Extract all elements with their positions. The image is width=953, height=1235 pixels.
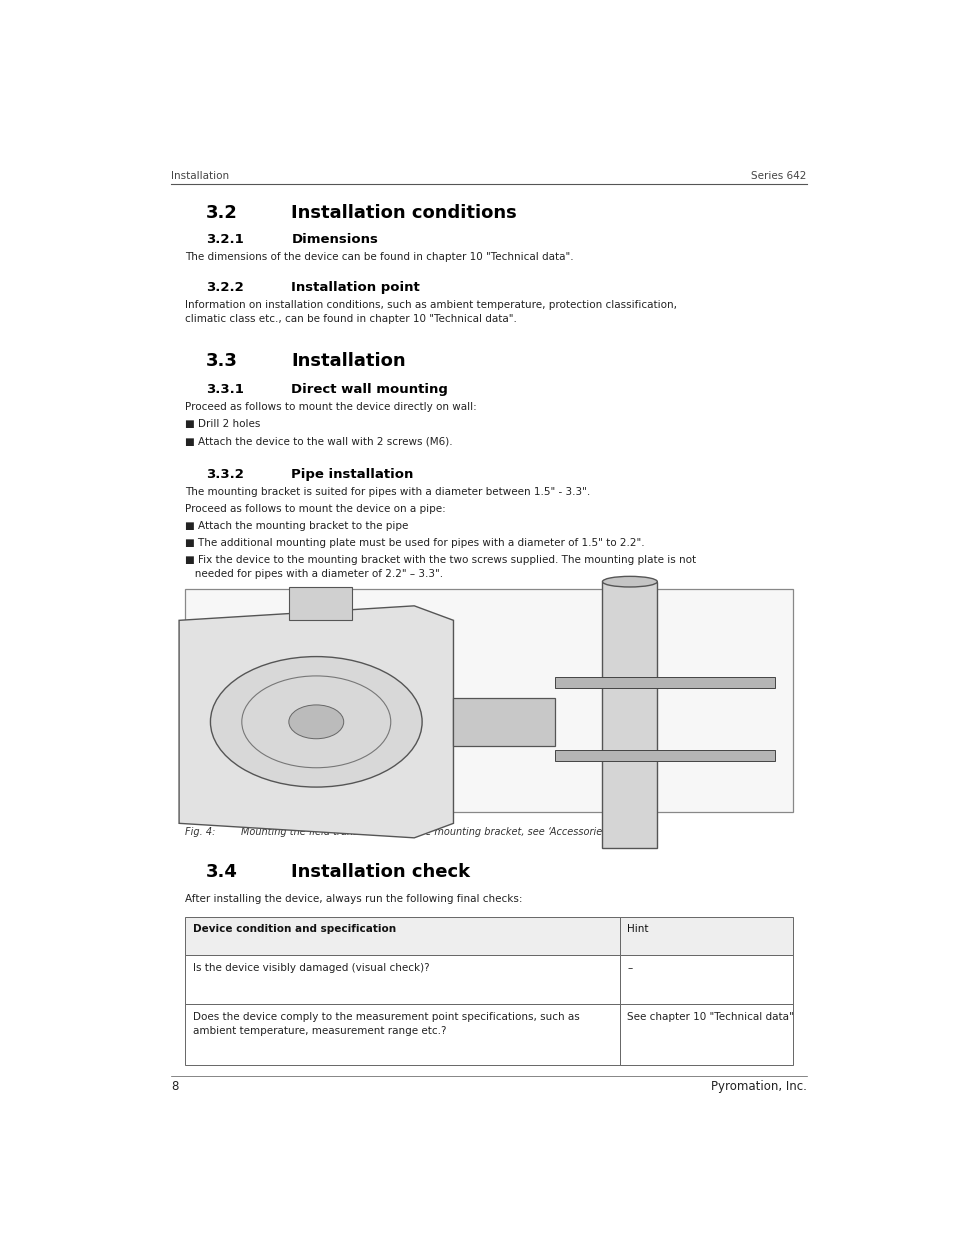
Text: Hint: Hint bbox=[627, 924, 648, 935]
Text: The dimensions of the device can be found in chapter 10 "Technical data".: The dimensions of the device can be foun… bbox=[185, 252, 573, 262]
Text: See chapter 10 "Technical data": See chapter 10 "Technical data" bbox=[627, 1013, 793, 1023]
Text: Installation: Installation bbox=[291, 352, 405, 370]
Text: Installation check: Installation check bbox=[291, 863, 470, 881]
Text: 3.2.2: 3.2.2 bbox=[206, 280, 244, 294]
Text: 8: 8 bbox=[171, 1079, 178, 1093]
Text: –: – bbox=[627, 963, 632, 973]
Text: Direct wall mounting: Direct wall mounting bbox=[291, 383, 448, 396]
Ellipse shape bbox=[601, 577, 657, 587]
Bar bbox=[185, 1004, 618, 1065]
Text: Device condition and specification: Device condition and specification bbox=[193, 924, 395, 935]
Text: 3.2: 3.2 bbox=[206, 204, 237, 221]
Polygon shape bbox=[289, 587, 352, 620]
Polygon shape bbox=[601, 582, 657, 847]
Bar bbox=[618, 1004, 792, 1065]
Text: The mounting bracket is suited for pipes with a diameter between 1.5" - 3.3".: The mounting bracket is suited for pipes… bbox=[185, 487, 590, 496]
Text: ■ Fix the device to the mounting bracket with the two screws supplied. The mount: ■ Fix the device to the mounting bracket… bbox=[185, 555, 696, 579]
Bar bbox=[185, 589, 792, 811]
Polygon shape bbox=[555, 750, 774, 761]
Text: 3.2.1: 3.2.1 bbox=[206, 233, 244, 246]
Text: 3.3: 3.3 bbox=[206, 352, 237, 370]
Text: Series 642: Series 642 bbox=[751, 172, 806, 182]
Text: Installation point: Installation point bbox=[291, 280, 419, 294]
Polygon shape bbox=[555, 677, 774, 688]
Bar bbox=[618, 916, 792, 955]
Text: Installation conditions: Installation conditions bbox=[291, 204, 517, 221]
Text: Does the device comply to the measurement point specifications, such as
ambient : Does the device comply to the measuremen… bbox=[193, 1013, 579, 1036]
Text: 3.3.2: 3.3.2 bbox=[206, 468, 244, 480]
Text: 3.4: 3.4 bbox=[206, 863, 237, 881]
Text: Dimensions: Dimensions bbox=[291, 233, 377, 246]
Text: ■ Drill 2 holes: ■ Drill 2 holes bbox=[185, 419, 260, 430]
Text: Is the device visibly damaged (visual check)?: Is the device visibly damaged (visual ch… bbox=[193, 963, 429, 973]
Text: After installing the device, always run the following final checks:: After installing the device, always run … bbox=[185, 894, 522, 904]
Text: ■ Attach the mounting bracket to the pipe: ■ Attach the mounting bracket to the pip… bbox=[185, 521, 408, 531]
Text: Proceed as follows to mount the device on a pipe:: Proceed as follows to mount the device o… bbox=[185, 504, 445, 514]
Text: 3.3.1: 3.3.1 bbox=[206, 383, 244, 396]
Polygon shape bbox=[179, 606, 453, 837]
Text: Proceed as follows to mount the device directly on wall:: Proceed as follows to mount the device d… bbox=[185, 403, 476, 412]
Text: ■ The additional mounting plate must be used for pipes with a diameter of 1.5" t: ■ The additional mounting plate must be … bbox=[185, 537, 644, 548]
Text: Installation: Installation bbox=[171, 172, 229, 182]
Text: Mounting the field transmitter with the mounting bracket, see ‘Accessories’ sect: Mounting the field transmitter with the … bbox=[241, 827, 648, 837]
Text: Fig. 4:: Fig. 4: bbox=[185, 827, 215, 837]
Bar bbox=[185, 955, 618, 1004]
Circle shape bbox=[211, 657, 421, 787]
Text: Pyromation, Inc.: Pyromation, Inc. bbox=[710, 1079, 806, 1093]
Text: Pipe installation: Pipe installation bbox=[291, 468, 414, 480]
Text: ■ Attach the device to the wall with 2 screws (M6).: ■ Attach the device to the wall with 2 s… bbox=[185, 436, 453, 446]
Text: Information on installation conditions, such as ambient temperature, protection : Information on installation conditions, … bbox=[185, 300, 677, 324]
Polygon shape bbox=[453, 698, 555, 746]
Circle shape bbox=[289, 705, 343, 739]
Bar bbox=[618, 955, 792, 1004]
Bar bbox=[185, 916, 618, 955]
